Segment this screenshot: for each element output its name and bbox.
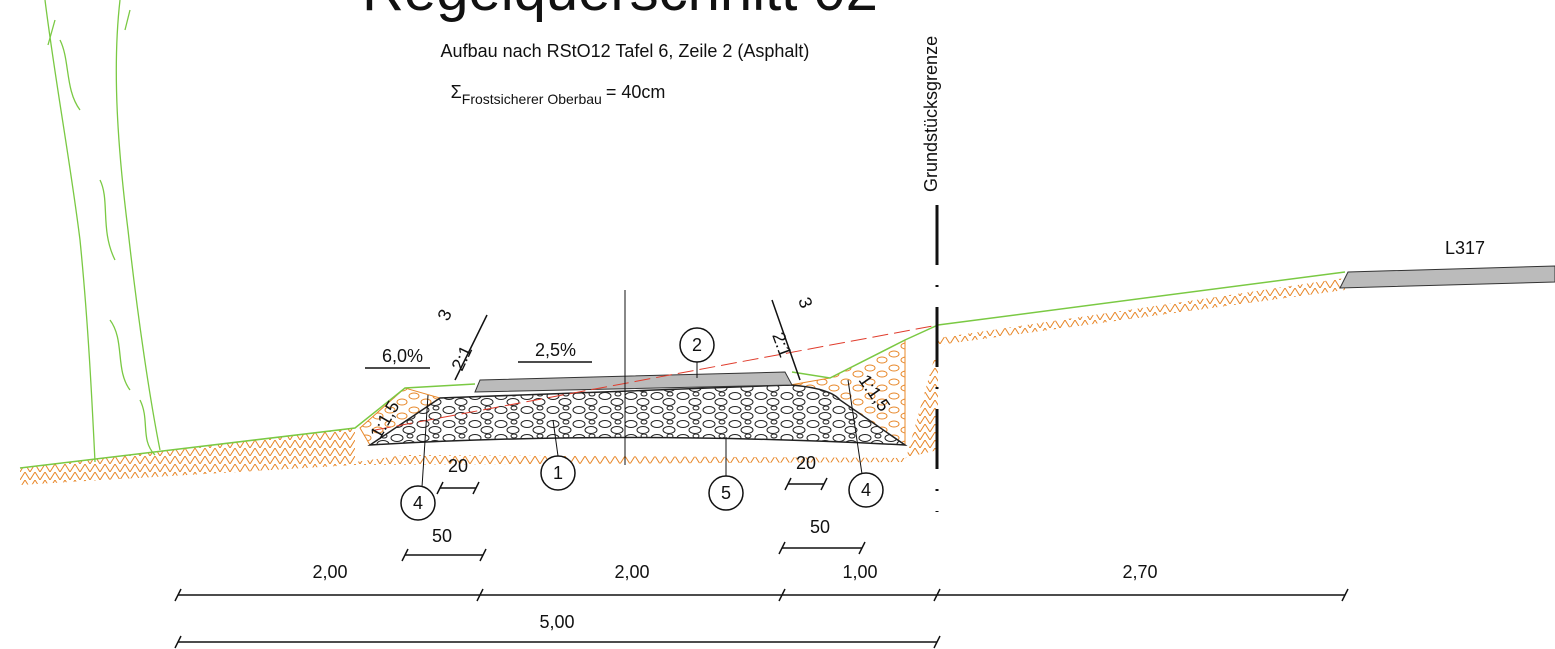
dim-tick [476, 588, 484, 602]
leader [847, 379, 863, 475]
subtitle: Aufbau nach RStO12 Tafel 6, Zeile 2 (Asp… [441, 41, 810, 61]
slope: 3 [794, 295, 816, 311]
callout-number: 1 [553, 463, 563, 483]
dim-tick [820, 477, 828, 491]
gravel-base [367, 384, 908, 446]
dim-label: 50 [432, 526, 452, 546]
dim-tick [858, 541, 866, 555]
dim-tick [174, 588, 182, 602]
dim-tick [778, 588, 786, 602]
title: Regelquerschnitt 02 [362, 0, 878, 23]
dim-label: 5,00 [539, 612, 574, 632]
dim-label: 20 [796, 453, 816, 473]
red-line [374, 324, 939, 431]
dim-label: 20 [448, 456, 468, 476]
dim-label: 2,70 [1122, 562, 1157, 582]
dim-tick [778, 541, 786, 555]
dim-tick [472, 481, 480, 495]
callout-circle [708, 475, 744, 511]
sigma: Σ [451, 82, 462, 102]
dim-tick [1341, 588, 1349, 602]
callout-circle [540, 455, 576, 491]
slope-line [771, 299, 801, 381]
dim-tick [784, 477, 792, 491]
asphalt [474, 371, 793, 393]
dim-label: 50 [810, 517, 830, 537]
dim-tick [933, 588, 941, 602]
callout-number: 2 [692, 335, 702, 355]
road-l317 [1339, 265, 1555, 289]
formula-value: = 40cm [606, 82, 666, 102]
ground-hatch [20, 278, 1345, 485]
slope: 6,0% [382, 346, 423, 366]
dim-tick [174, 635, 182, 649]
callout-circle [848, 472, 884, 508]
leader [552, 419, 559, 457]
callouts: 1 2 4 5 4 [400, 327, 884, 521]
slope: 3 [433, 306, 455, 324]
callout-number: 4 [861, 480, 871, 500]
dim-label: 2,00 [312, 562, 347, 582]
dimensions: 20 50 20 50 2,00 2,00 1,00 2,70 5,00 [174, 453, 1349, 649]
ground-line [19, 271, 1346, 469]
dim-label: 1,00 [842, 562, 877, 582]
dim-tick [436, 481, 444, 495]
callout-circle [400, 485, 436, 521]
formula: ΣFrostsicherer Oberbau = 40cm [451, 82, 666, 107]
road-label: L317 [1445, 238, 1485, 258]
dim-tick [479, 548, 487, 562]
tree [44, 0, 161, 463]
callout-number: 4 [413, 493, 423, 513]
callout-circle [679, 327, 715, 363]
slope-line [454, 314, 488, 381]
callout-number: 5 [721, 483, 731, 503]
dim-tick [933, 635, 941, 649]
slope: 2,5% [535, 340, 576, 360]
leader [421, 394, 429, 488]
subscript: Frostsicherer Oberbau [462, 91, 602, 107]
dim-label: 2,00 [614, 562, 649, 582]
boundary-label: Grundstücksgrenze [921, 36, 941, 192]
dim-tick [401, 548, 409, 562]
